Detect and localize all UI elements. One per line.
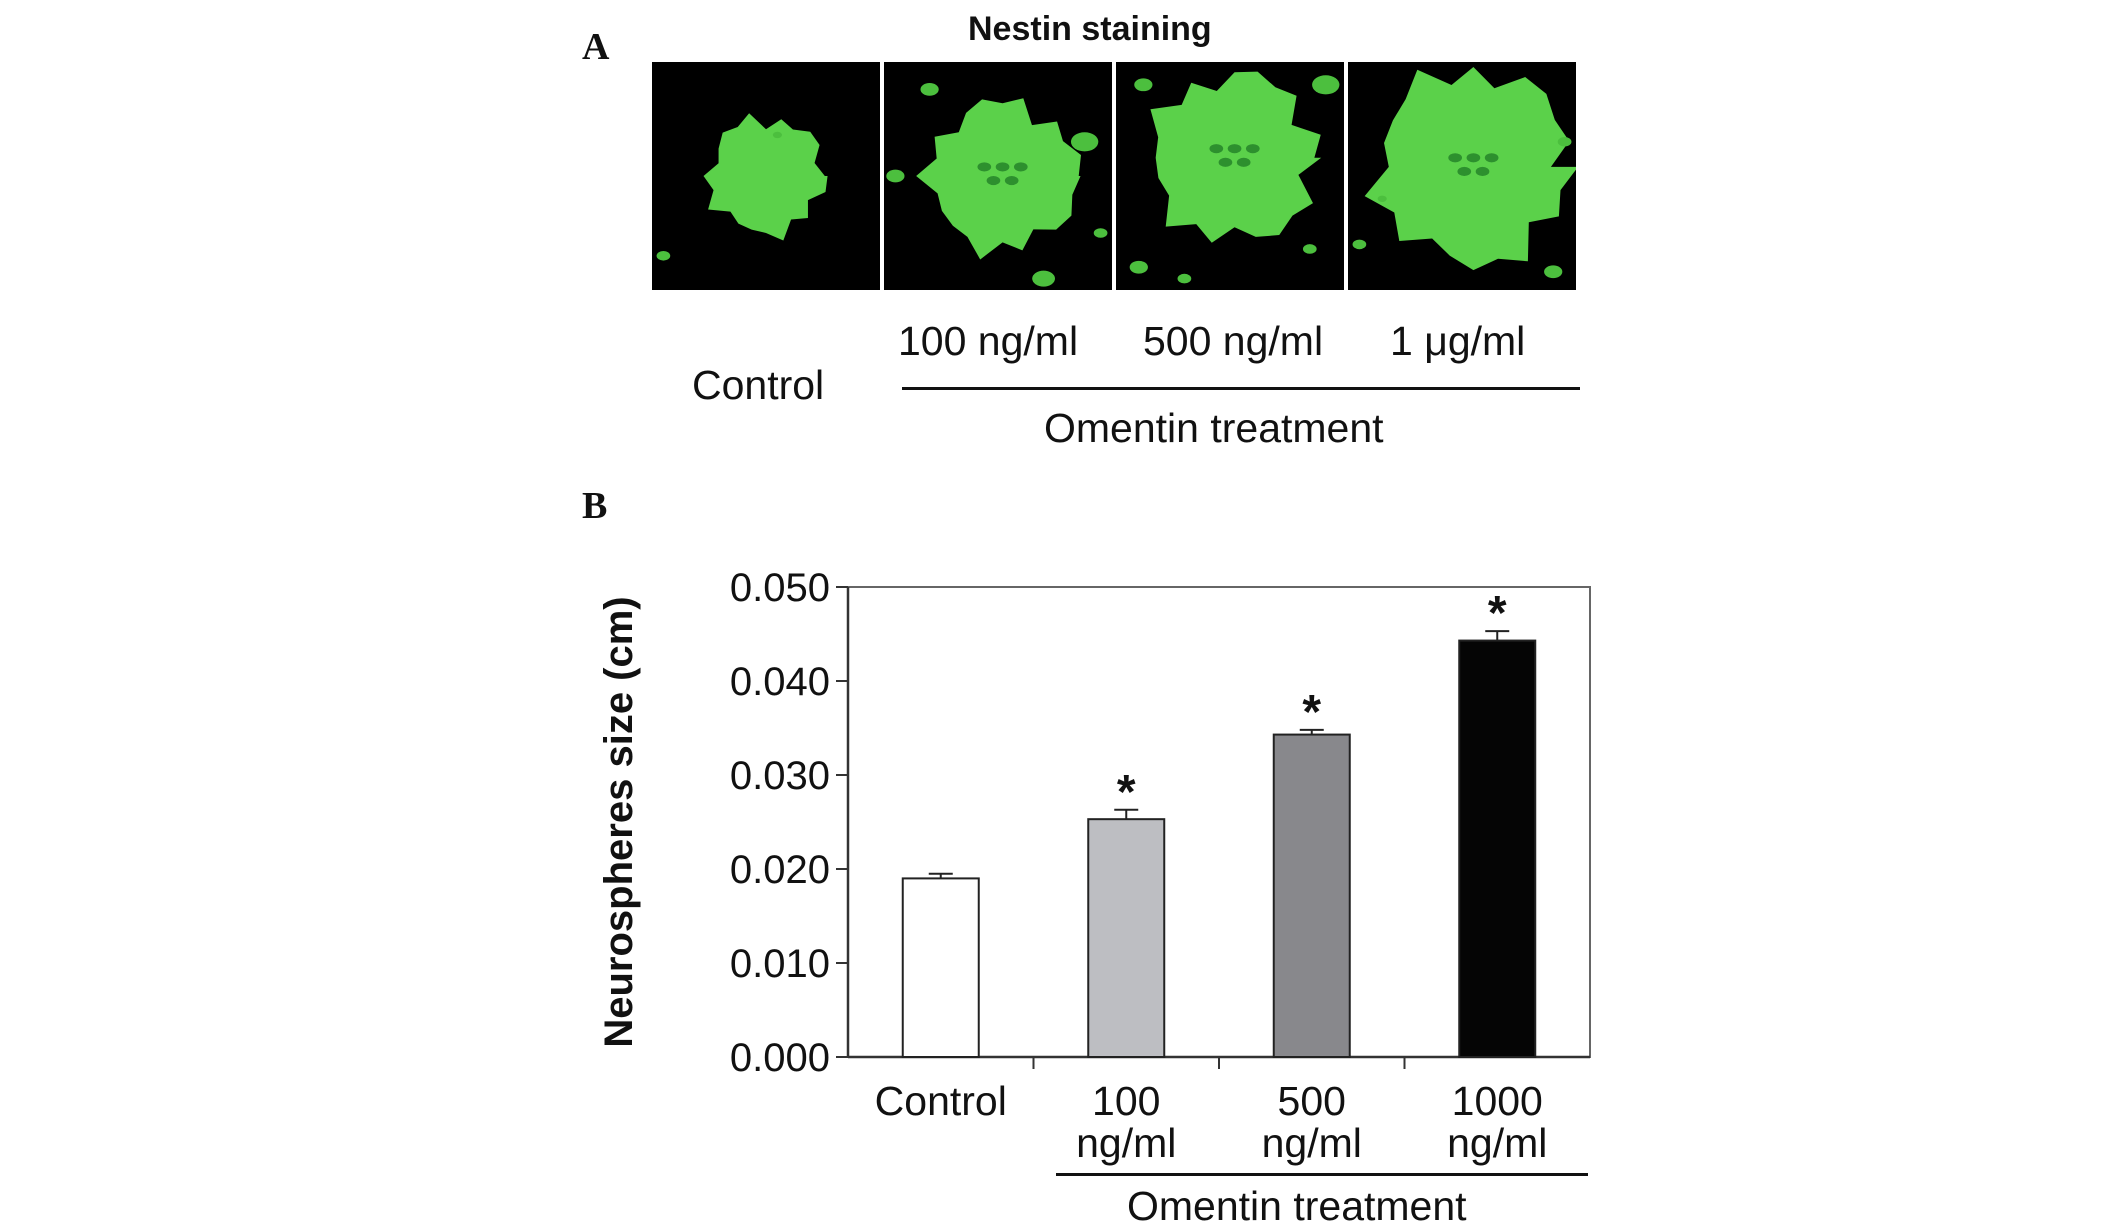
dark-spot <box>1209 144 1224 154</box>
dark-spot <box>1013 162 1028 172</box>
y-tick-label: 0.030 <box>730 754 830 798</box>
fluorescent-speck <box>1070 132 1099 152</box>
significance-marker: * <box>1488 587 1507 640</box>
fluorescent-speck <box>886 169 905 183</box>
panel-a-dose-label-100: 100 ng/ml <box>898 318 1079 364</box>
micrograph-500-ng-ml <box>1116 62 1344 290</box>
dark-spot <box>986 176 1001 186</box>
significance-marker: * <box>1117 766 1136 819</box>
y-tick-label: 0.000 <box>730 1036 830 1080</box>
fluorescent-speck <box>920 82 939 96</box>
panel-a-dose-label-500: 500 ng/ml <box>1143 318 1324 364</box>
fluorescent-speck <box>1177 273 1192 284</box>
bar <box>1087 818 1166 1058</box>
x-category-label: 1000 <box>1452 1078 1543 1124</box>
panel-a-dose-label-1ug: 1 μg/ml <box>1390 318 1526 364</box>
panel-b-letter: B <box>582 485 608 527</box>
fluorescent-speck <box>1544 265 1563 279</box>
dark-spot <box>1245 144 1260 154</box>
fluorescent-speck <box>1302 244 1317 254</box>
dark-spot <box>995 162 1010 172</box>
x-category-label: ng/ml <box>1262 1120 1362 1166</box>
x-category-label: Control <box>875 1078 1007 1124</box>
neurosphere-blob <box>1150 71 1322 243</box>
dark-spot <box>1457 166 1472 176</box>
dark-spot <box>977 162 992 172</box>
y-tick-label: 0.020 <box>730 848 830 892</box>
panel-b-group-label: Omentin treatment <box>1127 1183 1467 1229</box>
panel-a-control-label: Control <box>692 362 825 408</box>
neurosphere-blob <box>703 113 828 241</box>
significance-marker: * <box>1302 686 1321 739</box>
fluorescent-speck <box>1093 228 1108 238</box>
dark-spot <box>1484 153 1499 163</box>
bar <box>1458 639 1537 1059</box>
bar <box>901 877 980 1059</box>
fluorescent-speck <box>1377 195 1387 202</box>
dark-spot <box>1218 157 1233 167</box>
dark-spot <box>1004 176 1019 186</box>
fluorescent-speck <box>1129 260 1148 274</box>
panel-a-group-line <box>902 387 1580 390</box>
dark-spot <box>1448 153 1462 163</box>
y-axis-title: Neurospheres size (cm) <box>597 596 641 1047</box>
dark-spot <box>1466 153 1481 163</box>
panel-b-group-line <box>1056 1173 1588 1176</box>
neurosphere-blob <box>1364 67 1576 271</box>
fluorescent-speck <box>1352 239 1367 250</box>
x-category-label: 100 <box>1092 1078 1160 1124</box>
panel-a-group-label: Omentin treatment <box>1044 405 1384 451</box>
y-tick-label: 0.040 <box>730 660 830 704</box>
micrograph-100-ng-ml <box>884 62 1112 290</box>
panel-a-letter: A <box>582 26 610 68</box>
micrograph-control <box>652 62 880 290</box>
fluorescent-speck <box>656 251 671 261</box>
fluorescent-speck <box>1032 270 1055 287</box>
dark-spot <box>1236 157 1251 167</box>
dark-spot <box>1475 166 1490 176</box>
fluorescent-speck <box>1134 78 1153 92</box>
bar <box>1272 733 1351 1059</box>
panel-a-title: Nestin staining <box>968 10 1212 48</box>
y-tick-label: 0.010 <box>730 942 830 986</box>
x-category-label: ng/ml <box>1447 1120 1547 1166</box>
y-tick-label: 0.050 <box>730 566 830 610</box>
fluorescent-speck <box>1557 137 1572 147</box>
x-category-label: 500 <box>1278 1078 1346 1124</box>
fluorescent-speck <box>772 131 782 139</box>
x-category-label: ng/ml <box>1076 1120 1176 1166</box>
fluorescent-speck <box>1312 75 1340 95</box>
dark-spot <box>1227 144 1242 154</box>
micrograph-1-ug-ml <box>1348 62 1576 290</box>
